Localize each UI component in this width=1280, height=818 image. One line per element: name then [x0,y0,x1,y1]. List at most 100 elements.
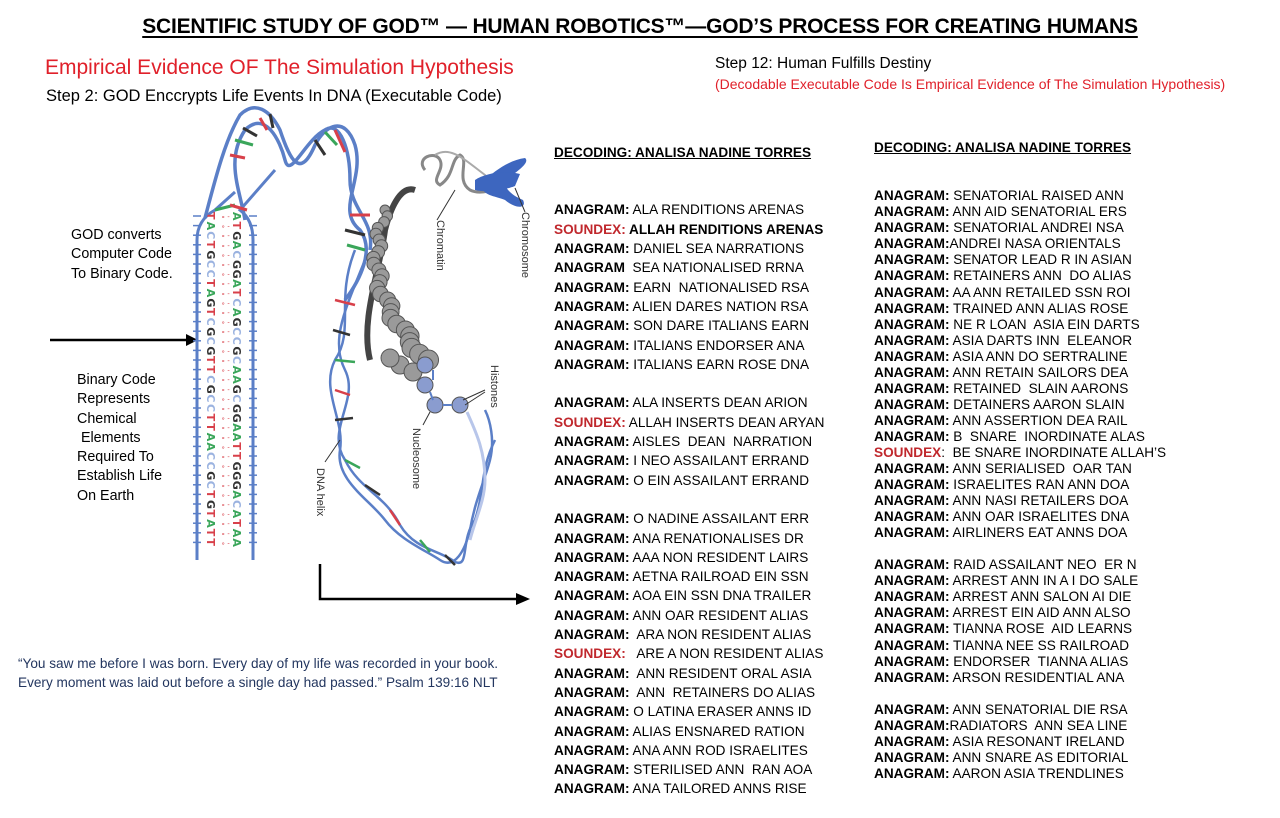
anagram-label: ANAGRAM: [874,284,950,300]
anagram-text: TIANNA ROSE AID LEARNS [949,621,1133,637]
anagram-label: ANAGRAM: [874,701,950,717]
text-line: Establish Life [77,468,163,485]
soundex-label: SOUNDEX: [554,221,626,237]
row-spacer [874,686,1166,702]
svg-text:C: C [204,318,217,326]
svg-text:A: A [230,279,243,288]
page-title: SCIENTIFIC STUDY OF GOD™ — HUMAN ROBOTIC… [0,15,1280,39]
anagram-row: ANAGRAM: ALIAS ENSNARED RATION [554,722,824,741]
anagram-row: ANAGRAM: AAA NON RESIDENT LAIRS [554,548,824,567]
nucleosome-beads [416,356,487,541]
svg-text:∘ -: ∘ - [221,377,230,384]
chromatin-coil [364,150,506,382]
svg-text:A: A [230,308,243,317]
anagram-row: ANAGRAM: DETAINERS AARON SLAIN [874,397,1166,413]
svg-text:∘ -: ∘ - [221,454,230,461]
svg-text:∘ -: ∘ - [221,444,230,451]
anagram-text: AETNA RAILROAD EIN SSN [629,569,809,585]
anagram-label: ANAGRAM: [554,356,630,372]
anagram-row: ANAGRAM: RETAINED SLAIN AARONS [874,381,1166,397]
svg-text:T: T [204,212,217,220]
text-line: Computer Code [71,246,172,263]
soundex-label: SOUNDEX: [554,646,626,662]
anagram-label: ANAGRAM: [554,279,630,295]
svg-text:A: A [230,538,243,547]
anagram-text: EARN NATIONALISED RSA [629,279,810,295]
svg-text:∘ -: ∘ - [221,233,230,240]
svg-text:G: G [230,270,243,279]
anagram-row: ANAGRAM: I NEO ASSAILANT ERRAND [554,451,824,470]
anagram-label: ANAGRAM: [874,637,950,653]
text-line: GOD converts [71,227,162,243]
anagram-row: ANAGRAM: TIANNA NEE SS RAILROAD [874,638,1166,654]
chromatin-label: Chromatin [434,220,446,271]
anagram-text: ANN RETAIN SAILORS DEA [949,364,1129,380]
anagram-text: ARREST ANN IN A I DO SALE [949,573,1139,589]
anagram-row: ANAGRAM: ANN RESIDENT ORAL ASIA [554,664,824,683]
row-spacer [874,541,1166,557]
anagram-row: ANAGRAM: ANN RETAIN SAILORS DEA [874,365,1166,381]
svg-text:T: T [204,241,217,249]
anagram-text: AISLES DEAN NARRATION [629,434,813,450]
svg-text:T: T [204,490,217,498]
svg-text:T: T [230,519,243,527]
row-spacer [554,490,824,509]
svg-text:G: G [230,404,243,413]
psalm-quote: “You saw me before I was born. Every day… [18,654,498,692]
page-title-text: SCIENTIFIC STUDY OF GOD™ — HUMAN ROBOTIC… [142,15,1138,38]
anagram-label: ANAGRAM: [554,530,630,546]
anagram-row: ANAGRAM: ANN SERIALISED OAR TAN [874,461,1166,477]
anagram-label: ANAGRAM: [874,509,950,525]
anagram-text: SENATOR LEAD R IN ASIAN [949,252,1132,268]
anagram-text: I NEO ASSAILANT ERRAND [629,453,810,469]
soundex-row: SOUNDEX: ALLAH RENDITIONS ARENAS [554,220,824,239]
anagram-text: ENDORSER TIANNA ALIAS [949,653,1129,669]
svg-text:G: G [230,385,243,394]
anagram-text: ALLAH RENDITIONS ARENAS [625,221,824,237]
svg-text:T: T [230,289,243,297]
svg-text:∘ -: ∘ - [221,492,230,499]
anagram-row: ANAGRAM SEA NATIONALISED RRNA [554,258,824,277]
anagram-row: ANAGRAM: ANN SNARE AS EDITORIAL [874,750,1166,766]
anagram-text: RETAINERS ANN DO ALIAS [949,268,1132,284]
svg-text:C: C [230,356,243,364]
step-12-note: (Decodable Executable Code Is Empirical … [715,76,1226,92]
svg-text:C: C [230,500,243,508]
anagram-row: ANAGRAM: RAID ASSAILANT NEO ER N [874,557,1166,573]
anagram-text: O NADINE ASSAILANT ERR [629,511,810,527]
anagram-label: ANAGRAM: [874,300,950,316]
decoding-header: DECODING: ANALISA NADINE TORRES [554,144,812,160]
text-line: Elements [77,429,141,446]
anagram-text: ARA NON RESIDENT ALIAS [629,627,812,643]
step-12-heading: Step 12: Human Fulfills Destiny [715,55,932,72]
anagram-text: ANN ASSERTION DEA RAIL [949,412,1128,428]
svg-text:C: C [230,298,243,306]
svg-text:A: A [204,289,217,298]
god-converts-text: GOD converts Computer Code To Binary Cod… [71,226,173,284]
anagram-row: ANAGRAM: DANIEL SEA NARRATIONS [554,239,824,258]
anagram-text: ITALIANS ENDORSER ANA [629,337,805,353]
svg-text:G: G [230,481,243,490]
anagram-text: ANDREI NASA ORIENTALS [949,236,1121,252]
svg-text:A: A [230,529,243,538]
svg-text:∘ -: ∘ - [221,339,230,346]
nucleosome-label: Nucleosome [410,428,422,490]
anagram-row: ANAGRAM: ALIEN DARES NATION RSA [554,297,824,316]
text-line: Required To [77,449,154,466]
anagram-label: ANAGRAM: [874,268,950,284]
svg-text:∘ -: ∘ - [221,521,230,528]
anagram-text: ANN AID SENATORIAL ERS [949,204,1127,220]
anagram-row: ANAGRAM: ANA RENATIONALISES DR [554,529,824,548]
svg-text:G: G [230,231,243,240]
binary-code-text: Binary Code Represents Chemical Elements… [77,371,162,506]
anagram-row: ANAGRAM: ANA TAILORED ANNS RISE [554,779,824,798]
svg-text:G: G [204,327,217,336]
anagram-label: ANAGRAM: [874,765,950,781]
dna-top-helix [203,106,373,302]
anagram-text: ARREST EIN AID ANN ALSO [949,605,1131,621]
anagram-row: ANAGRAM: ARSON RESIDENTIAL ANA [874,670,1166,686]
anagram-label: ANAGRAM: [874,380,950,396]
anagram-label: ANAGRAM: [874,525,950,541]
svg-text:G: G [230,471,243,480]
anagram-text: TIANNA NEE SS RAILROAD [949,637,1130,653]
